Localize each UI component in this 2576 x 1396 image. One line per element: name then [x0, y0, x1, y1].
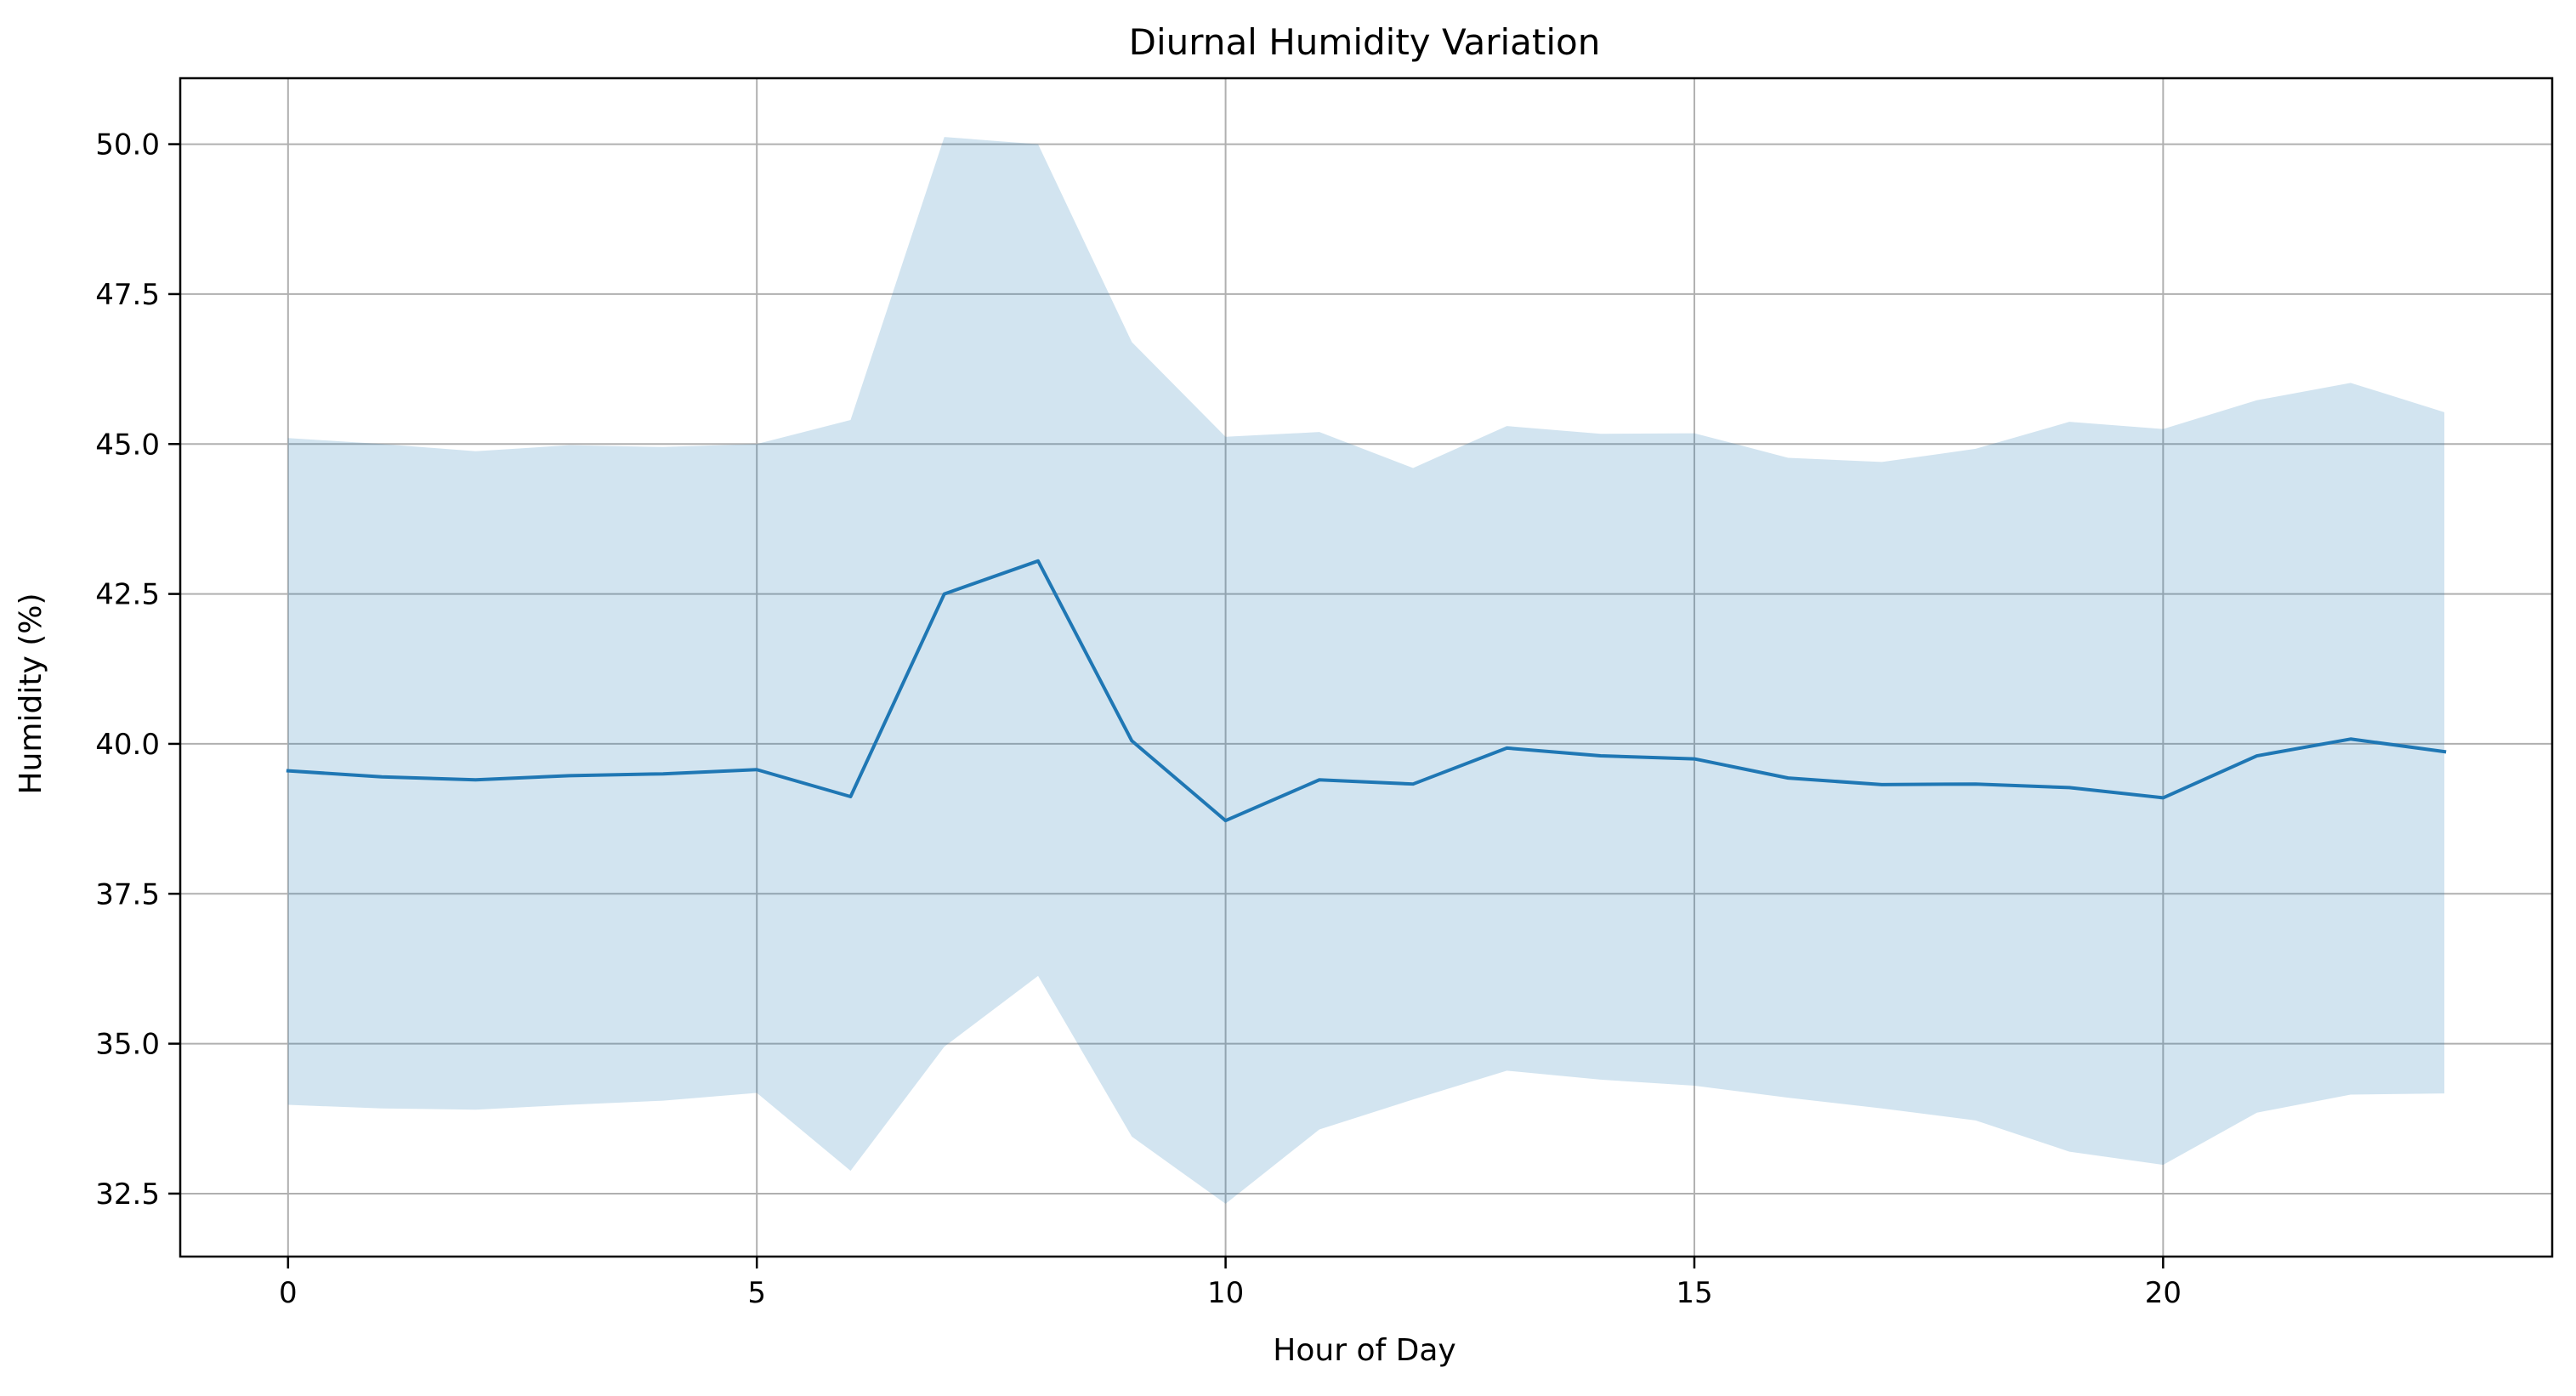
y-axis-label: Humidity (%) [14, 593, 48, 795]
line-layer [286, 559, 2447, 823]
x-tick-label: 0 [279, 1276, 298, 1310]
x-tick-label: 20 [2145, 1276, 2182, 1310]
plot-frame [179, 77, 2554, 1258]
y-tick-label: 50.0 [95, 128, 160, 162]
chart-title: Diurnal Humidity Variation [1129, 21, 1601, 63]
x-axis-label: Hour of Day [1273, 1333, 1455, 1368]
band-layer [287, 137, 2445, 1204]
y-tick-label: 42.5 [95, 578, 160, 612]
y-tick-label: 35.0 [95, 1028, 160, 1062]
grid-layer [180, 78, 2552, 1257]
y-tick-label: 47.5 [95, 278, 160, 312]
y-tick-label: 45.0 [95, 428, 160, 462]
x-tick-label: 5 [747, 1276, 766, 1310]
mean-humidity-line [286, 559, 2447, 823]
y-tick-label: 40.0 [95, 728, 160, 762]
y-tick-label: 37.5 [95, 877, 160, 911]
y-tick-label: 32.5 [95, 1178, 160, 1212]
axes-layer: 0 5 10 15 20 32.5 35.0 37.5 40.0 42.5 45.0 47.5 50.0 [95, 77, 2554, 1310]
x-tick-label: 10 [1207, 1276, 1244, 1310]
range-band [287, 137, 2445, 1204]
x-tick-label: 15 [1676, 1276, 1712, 1310]
